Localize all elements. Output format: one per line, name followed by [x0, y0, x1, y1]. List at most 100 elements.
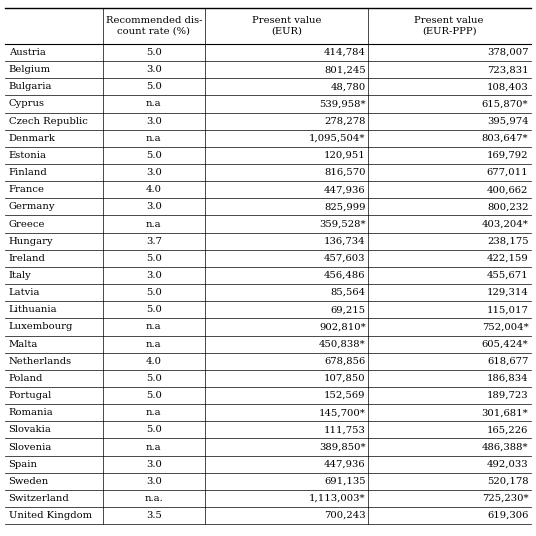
Text: n.a: n.a: [146, 408, 161, 417]
Text: 677,011: 677,011: [487, 168, 528, 177]
Text: Finland: Finland: [9, 168, 47, 177]
Text: Bulgaria: Bulgaria: [9, 83, 52, 91]
Text: 4.0: 4.0: [146, 185, 162, 194]
Text: Slovakia: Slovakia: [9, 426, 51, 434]
Text: 5.0: 5.0: [146, 288, 162, 297]
Text: 447,936: 447,936: [324, 460, 366, 468]
Text: Cyprus: Cyprus: [9, 100, 44, 108]
Text: United Kingdom: United Kingdom: [9, 511, 92, 520]
Text: Greece: Greece: [9, 220, 45, 228]
Text: 3.0: 3.0: [146, 271, 162, 280]
Text: 389,850*: 389,850*: [319, 443, 366, 451]
Text: 403,204*: 403,204*: [482, 220, 528, 228]
Text: Hungary: Hungary: [9, 237, 53, 245]
Text: Present value
(EUR-PPP): Present value (EUR-PPP): [414, 16, 484, 36]
Text: Poland: Poland: [9, 374, 43, 383]
Text: 85,564: 85,564: [331, 288, 366, 297]
Text: 801,245: 801,245: [324, 65, 366, 74]
Text: 3.7: 3.7: [146, 237, 162, 245]
Text: 3.5: 3.5: [146, 511, 162, 520]
Text: 1,113,003*: 1,113,003*: [309, 494, 366, 503]
Text: 691,135: 691,135: [324, 477, 366, 486]
Text: 301,681*: 301,681*: [482, 408, 528, 417]
Text: n.a: n.a: [146, 220, 161, 228]
Text: Spain: Spain: [9, 460, 38, 468]
Text: 492,033: 492,033: [487, 460, 528, 468]
Text: 5.0: 5.0: [146, 306, 162, 314]
Text: 136,734: 136,734: [324, 237, 366, 245]
Text: 189,723: 189,723: [487, 391, 528, 400]
Text: 3.0: 3.0: [146, 477, 162, 486]
Text: Netherlands: Netherlands: [9, 357, 72, 366]
Text: 108,403: 108,403: [487, 83, 528, 91]
Text: Czech Republic: Czech Republic: [9, 117, 87, 125]
Text: 800,232: 800,232: [487, 203, 528, 211]
Text: 618,677: 618,677: [487, 357, 528, 366]
Text: France: France: [9, 185, 44, 194]
Text: Present value
(EUR): Present value (EUR): [251, 16, 321, 36]
Text: n.a: n.a: [146, 134, 161, 143]
Text: 723,831: 723,831: [487, 65, 528, 74]
Text: Malta: Malta: [9, 340, 38, 348]
Text: 3.0: 3.0: [146, 65, 162, 74]
Text: 5.0: 5.0: [146, 391, 162, 400]
Text: 752,004*: 752,004*: [482, 323, 528, 331]
Text: 359,528*: 359,528*: [319, 220, 366, 228]
Text: n.a: n.a: [146, 443, 161, 451]
Text: 152,569: 152,569: [324, 391, 366, 400]
Text: n.a: n.a: [146, 100, 161, 108]
Text: Estonia: Estonia: [9, 151, 47, 160]
Text: n.a: n.a: [146, 340, 161, 348]
Text: 605,424*: 605,424*: [482, 340, 528, 348]
Text: Latvia: Latvia: [9, 288, 40, 297]
Text: 3.0: 3.0: [146, 168, 162, 177]
Text: 3.0: 3.0: [146, 117, 162, 125]
Text: 539,958*: 539,958*: [319, 100, 366, 108]
Text: 450,838*: 450,838*: [319, 340, 366, 348]
Text: 5.0: 5.0: [146, 426, 162, 434]
Text: Slovenia: Slovenia: [9, 443, 52, 451]
Text: 520,178: 520,178: [487, 477, 528, 486]
Text: Sweden: Sweden: [9, 477, 49, 486]
Text: 5.0: 5.0: [146, 151, 162, 160]
Text: 457,603: 457,603: [324, 254, 366, 263]
Text: Recommended dis-
count rate (%): Recommended dis- count rate (%): [106, 16, 202, 36]
Text: n.a: n.a: [146, 323, 161, 331]
Text: 902,810*: 902,810*: [319, 323, 366, 331]
Text: 400,662: 400,662: [487, 185, 528, 194]
Text: Romania: Romania: [9, 408, 53, 417]
Text: 165,226: 165,226: [487, 426, 528, 434]
Text: 395,974: 395,974: [487, 117, 528, 125]
Text: 700,243: 700,243: [324, 511, 366, 520]
Text: Denmark: Denmark: [9, 134, 55, 143]
Text: 455,671: 455,671: [487, 271, 528, 280]
Text: 145,700*: 145,700*: [319, 408, 366, 417]
Text: Lithuania: Lithuania: [9, 306, 57, 314]
Text: 69,215: 69,215: [331, 306, 366, 314]
Text: 111,753: 111,753: [324, 426, 366, 434]
Text: 447,936: 447,936: [324, 185, 366, 194]
Text: 803,647*: 803,647*: [482, 134, 528, 143]
Text: 3.0: 3.0: [146, 203, 162, 211]
Text: Ireland: Ireland: [9, 254, 46, 263]
Text: 615,870*: 615,870*: [482, 100, 528, 108]
Text: Italy: Italy: [9, 271, 31, 280]
Text: 825,999: 825,999: [324, 203, 366, 211]
Text: Austria: Austria: [9, 48, 46, 57]
Text: 4.0: 4.0: [146, 357, 162, 366]
Text: 129,314: 129,314: [487, 288, 528, 297]
Text: 3.0: 3.0: [146, 460, 162, 468]
Text: 1,095,504*: 1,095,504*: [309, 134, 366, 143]
Text: 422,159: 422,159: [487, 254, 528, 263]
Text: 678,856: 678,856: [324, 357, 366, 366]
Text: n.a.: n.a.: [144, 494, 163, 503]
Text: 725,230*: 725,230*: [482, 494, 528, 503]
Text: 456,486: 456,486: [324, 271, 366, 280]
Text: 5.0: 5.0: [146, 374, 162, 383]
Text: 278,278: 278,278: [324, 117, 366, 125]
Text: 486,388*: 486,388*: [482, 443, 528, 451]
Text: Switzerland: Switzerland: [9, 494, 69, 503]
Text: 816,570: 816,570: [324, 168, 366, 177]
Text: 378,007: 378,007: [487, 48, 528, 57]
Text: 5.0: 5.0: [146, 48, 162, 57]
